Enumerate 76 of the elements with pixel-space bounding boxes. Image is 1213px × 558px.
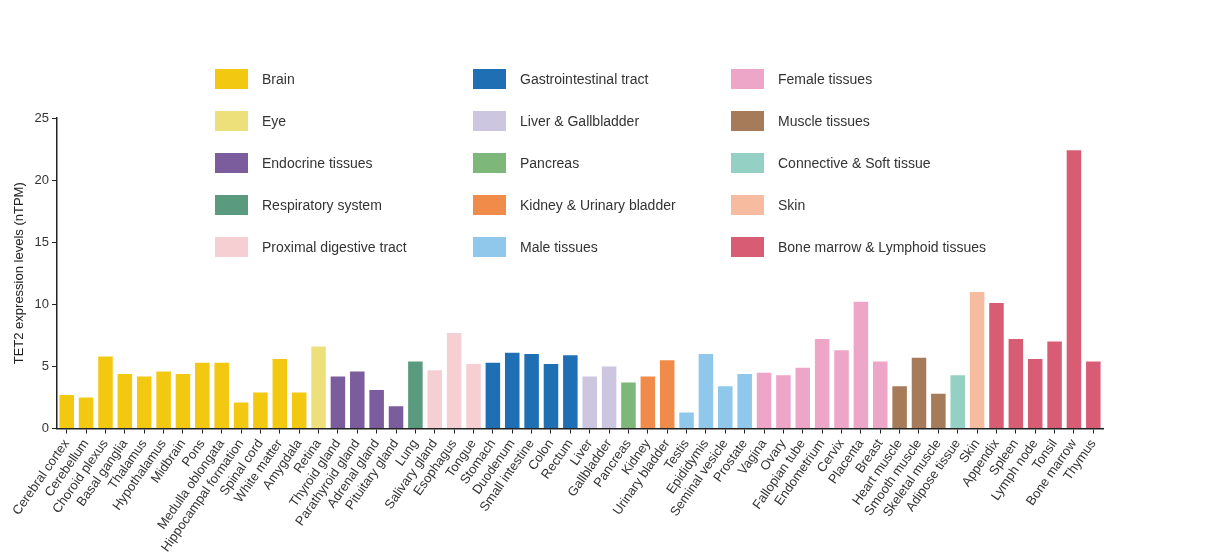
bar [330, 376, 346, 429]
bar [872, 361, 888, 429]
bar [911, 357, 927, 429]
y-tick-label: 20 [34, 171, 50, 187]
legend-label: Connective & Soft tissue [778, 155, 931, 171]
legend-label: Female tissues [778, 71, 873, 87]
bar [950, 375, 965, 429]
y-axis-title: TET2 expression levels (nTPM) [11, 182, 27, 365]
bar [679, 412, 694, 429]
bar [1008, 339, 1024, 429]
bar [311, 346, 326, 429]
bar [408, 361, 423, 429]
legend-label: Eye [262, 113, 287, 129]
bar [466, 363, 481, 429]
bar [853, 301, 869, 429]
bar [291, 392, 307, 429]
legend-label: Proximal digestive tract [262, 239, 407, 255]
bar [117, 373, 133, 429]
bar [737, 373, 752, 429]
bar [175, 373, 191, 429]
bar [756, 372, 772, 429]
legend-label: Skin [778, 197, 806, 213]
legend-label: Muscle tissues [778, 113, 870, 129]
y-tick-label: 15 [34, 233, 50, 249]
bar [485, 362, 501, 429]
bar [427, 370, 443, 429]
bar [524, 354, 539, 429]
bar [969, 291, 985, 429]
legend-label: Male tissues [520, 239, 598, 255]
legend-label: Respiratory system [262, 197, 382, 213]
bar [659, 360, 675, 429]
bar [233, 402, 249, 429]
bar [98, 356, 113, 429]
legend-label: Bone marrow & Lymphoid tissues [778, 239, 987, 255]
bar [59, 395, 75, 429]
bar [446, 332, 462, 429]
bar [253, 392, 268, 429]
bar [931, 393, 946, 429]
bar [795, 367, 811, 429]
bar [640, 376, 656, 429]
bar [272, 358, 288, 429]
bar [601, 366, 617, 429]
legend-label: Brain [262, 71, 295, 87]
bar [369, 390, 384, 429]
y-tick-label: 5 [41, 358, 50, 374]
bar [350, 371, 365, 429]
y-tick-label: 25 [34, 109, 50, 125]
bar [195, 362, 210, 429]
bar [892, 386, 907, 429]
bar [582, 376, 597, 429]
bar [1066, 150, 1082, 429]
bar [388, 406, 404, 429]
bar [156, 371, 171, 429]
legend-label: Liver & Gallbladder [520, 113, 640, 129]
y-tick-label: 10 [34, 295, 50, 311]
bar [776, 375, 791, 429]
bar [989, 303, 1004, 429]
bar [1027, 358, 1043, 429]
bar [834, 350, 849, 429]
bar [718, 386, 733, 429]
bar [136, 376, 152, 429]
bar [1086, 361, 1101, 429]
bar [504, 352, 520, 429]
bar [1047, 341, 1062, 429]
bar [214, 362, 229, 429]
bar [543, 363, 559, 429]
legend-label: Kidney & Urinary bladder [520, 197, 676, 213]
bar [814, 339, 830, 429]
legend-label: Gastrointestinal tract [520, 71, 649, 87]
bar [563, 355, 578, 429]
legend-label: Pancreas [520, 155, 580, 171]
bar [621, 382, 636, 429]
y-tick-label: 0 [41, 420, 50, 436]
bar [78, 397, 94, 429]
legend-label: Endocrine tissues [262, 155, 373, 171]
bar [698, 354, 714, 429]
